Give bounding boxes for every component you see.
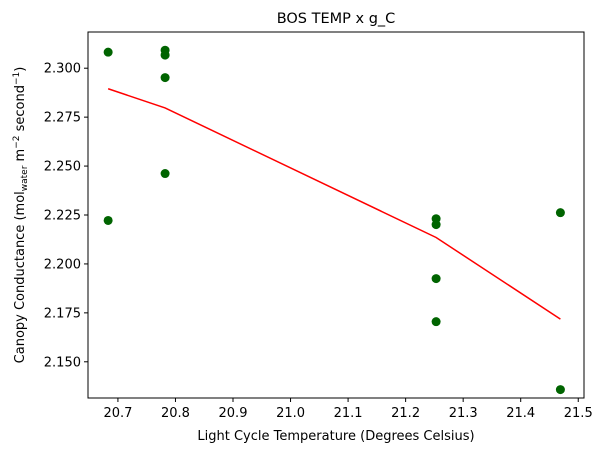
y-label-prefix: Canopy Conductance (mol	[13, 191, 28, 363]
y-label-suffix: )	[13, 67, 28, 72]
y-label-middle: m	[13, 149, 28, 166]
x-tick-label: 20.7	[103, 406, 132, 421]
x-axis-label: Light Cycle Temperature (Degrees Celsius…	[197, 429, 474, 444]
y-axis: 2.150 2.175 2.200 2.225 2.250 2.275 2.300	[44, 62, 88, 370]
trend-line	[107, 88, 561, 320]
x-tick-label: 21.5	[564, 406, 593, 421]
x-tick-label: 20.9	[219, 406, 248, 421]
y-tick-label: 2.300	[44, 62, 81, 77]
x-tick-label: 21.3	[449, 406, 478, 421]
x-tick-label: 21.2	[391, 406, 420, 421]
y-tick-label: 2.175	[44, 306, 81, 321]
axes-frame	[87, 31, 585, 399]
y-tick-label: 2.275	[44, 111, 81, 126]
y-axis-label: Canopy Conductance (molwater m−2 second−…	[12, 67, 30, 364]
data-point	[160, 169, 170, 179]
data-point	[431, 274, 441, 284]
data-point	[103, 47, 113, 57]
data-point	[431, 317, 441, 327]
data-point	[555, 385, 565, 395]
x-tick-label: 21.0	[276, 406, 305, 421]
y-tick-label: 2.225	[44, 209, 81, 224]
data-point	[160, 50, 170, 60]
data-point	[160, 73, 170, 83]
plot-area	[103, 45, 565, 395]
chart-title: BOS TEMP x g_C	[277, 11, 396, 27]
y-label-middle-2: second	[13, 85, 28, 136]
data-point	[103, 215, 113, 225]
y-label-subscript: water	[20, 165, 30, 191]
x-tick-label: 20.8	[161, 406, 190, 421]
x-tick-label: 21.1	[334, 406, 363, 421]
y-tick-label: 2.150	[44, 355, 81, 370]
x-tick-label: 21.4	[506, 406, 535, 421]
data-point	[555, 208, 565, 218]
y-tick-label: 2.250	[44, 160, 81, 175]
y-tick-label: 2.200	[44, 257, 81, 272]
x-axis: 20.7 20.8 20.9 21.0 21.1 21.2 21.3 21.4 21.5	[103, 398, 593, 421]
data-point	[431, 220, 441, 230]
y-label-superscript-2: −1	[12, 72, 22, 85]
y-label-superscript-1: −2	[12, 136, 22, 149]
